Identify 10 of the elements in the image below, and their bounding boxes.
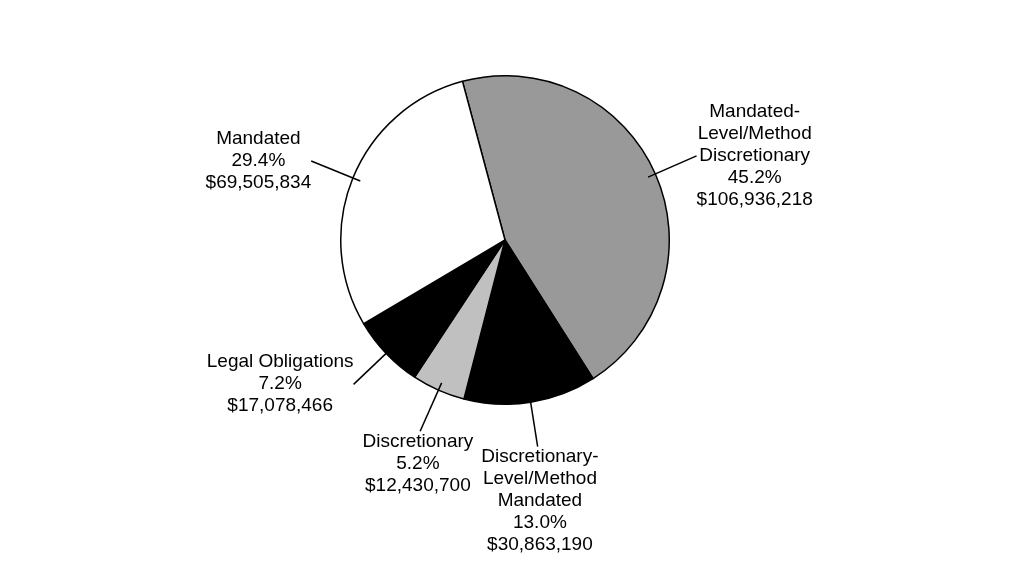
data-label: 5.2% $12,430,700 — [365, 452, 471, 495]
slice-label: Discretionary-Level/Method Mandated — [481, 445, 599, 511]
data-label: 45.2% $106,936,218 — [696, 165, 813, 209]
slice-label: Legal Obligations — [206, 350, 354, 372]
data-label: 29.4% $69,505,834 — [205, 148, 312, 192]
slice-label: Discretionary — [362, 430, 474, 451]
data-label: 13.0% $30,863,190 — [487, 511, 593, 555]
data-label: 7.2% $17,078,466 — [227, 372, 333, 416]
slice-label: Mandated — [216, 126, 301, 148]
slice-label: Mandated-Level/Method Discretionary — [697, 99, 812, 165]
